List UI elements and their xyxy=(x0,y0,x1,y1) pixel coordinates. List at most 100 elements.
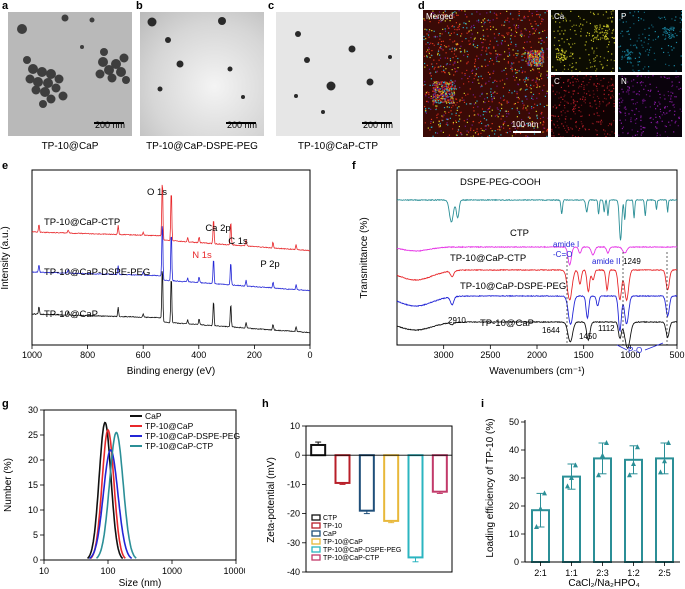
eds-dot xyxy=(447,82,449,84)
eds-dot xyxy=(589,94,591,96)
eds-dot xyxy=(679,108,681,110)
eds-dot xyxy=(447,96,449,98)
eds-dot xyxy=(659,116,661,118)
eds-dot xyxy=(456,134,458,136)
eds-dot xyxy=(644,100,646,102)
eds-dot xyxy=(668,31,671,33)
y-axis-label-g: Number (%) xyxy=(3,458,14,512)
eds-dot xyxy=(499,127,501,129)
eds-dot xyxy=(575,126,578,128)
eds-dot xyxy=(475,68,478,70)
eds-dot xyxy=(579,127,581,130)
series-group-e xyxy=(31,184,311,334)
eds-dot xyxy=(596,36,598,38)
eds-dot xyxy=(536,78,538,80)
eds-dot xyxy=(642,102,644,104)
eds-dot xyxy=(659,17,661,20)
eds-dot xyxy=(439,91,441,93)
eds-dot xyxy=(648,38,650,40)
eds-dot xyxy=(637,75,639,77)
eds-dot xyxy=(448,89,450,91)
eds-dot xyxy=(650,117,652,119)
eds-dot xyxy=(496,107,498,109)
eds-dot xyxy=(571,128,573,130)
eds-dot xyxy=(449,88,451,90)
eds-dot xyxy=(498,102,500,104)
eds-dot xyxy=(481,108,484,110)
eds-dot xyxy=(535,81,537,83)
x-tick-label-g: 10 xyxy=(39,566,49,576)
y-tick-label-i: 40 xyxy=(509,445,519,455)
eds-dot xyxy=(529,57,531,59)
eds-dot xyxy=(657,90,659,92)
eds-dot xyxy=(566,125,568,127)
eds-dot xyxy=(508,101,510,103)
x-tick-label-g: 100 xyxy=(100,566,115,576)
eds-dot xyxy=(528,124,530,126)
y-tick-label-i: 0 xyxy=(514,557,519,567)
eds-dot xyxy=(532,59,534,62)
eds-dot xyxy=(593,50,595,52)
eds-dot xyxy=(607,24,609,26)
eds-dot xyxy=(504,121,506,123)
eds-dot xyxy=(568,44,570,46)
eds-dot xyxy=(536,64,538,67)
x-tick-label-f: 2000 xyxy=(527,350,547,360)
eds-dot xyxy=(536,97,538,99)
eds-dot xyxy=(469,88,471,90)
eds-dot xyxy=(452,105,454,107)
x-tick-label-i: 2:1 xyxy=(534,568,547,578)
eds-dot xyxy=(533,127,535,129)
eds-dot xyxy=(533,85,535,87)
eds-dot xyxy=(494,79,496,81)
eds-dot xyxy=(453,82,455,84)
eds-dot xyxy=(671,35,673,37)
eds-dot xyxy=(436,70,438,72)
eds-dot xyxy=(536,60,538,63)
eds-dot xyxy=(433,15,435,17)
eds-dot xyxy=(444,16,446,18)
eds-dot xyxy=(565,57,567,59)
eds-dot xyxy=(497,53,499,55)
bar-h xyxy=(334,454,351,484)
eds-dot xyxy=(624,82,626,84)
eds-dot xyxy=(605,98,607,100)
eds-dot xyxy=(582,125,584,127)
eds-dot xyxy=(589,102,591,104)
eds-dot xyxy=(447,101,449,104)
caption-a: TP-10@CaP xyxy=(41,141,99,152)
eds-dot xyxy=(586,32,589,34)
eds-dot xyxy=(678,81,680,83)
eds-dot xyxy=(631,129,633,131)
eds-dot xyxy=(448,83,450,85)
eds-dot xyxy=(611,131,613,133)
annot-1249: 1249 xyxy=(623,257,641,266)
eds-dot xyxy=(482,38,485,40)
eds-dot xyxy=(588,82,590,84)
eds-dot xyxy=(473,129,475,132)
eds-dot xyxy=(493,96,495,98)
eds-dot xyxy=(453,88,455,90)
eds-dot xyxy=(627,50,629,52)
eds-dot xyxy=(443,69,445,71)
eds-dot xyxy=(435,95,437,97)
eds-dot xyxy=(593,84,595,86)
eds-dot xyxy=(456,33,458,36)
eds-dot xyxy=(664,107,666,109)
eds-dot xyxy=(531,59,533,61)
eds-dot xyxy=(481,78,484,80)
eds-dot xyxy=(533,58,535,60)
eds-dot xyxy=(452,100,454,102)
eds-dot xyxy=(538,41,540,43)
eds-dot xyxy=(532,50,534,52)
eds-dot xyxy=(530,50,533,52)
eds-dot xyxy=(622,14,624,16)
eds-dot xyxy=(542,89,544,91)
eds-dot xyxy=(522,106,525,108)
eds-dot xyxy=(588,34,590,37)
eds-dot xyxy=(671,36,673,38)
eds-dot xyxy=(630,121,632,123)
eds-dot xyxy=(448,27,450,29)
legend-label-h: TP-10 xyxy=(323,523,342,530)
eds-dot xyxy=(663,51,665,53)
